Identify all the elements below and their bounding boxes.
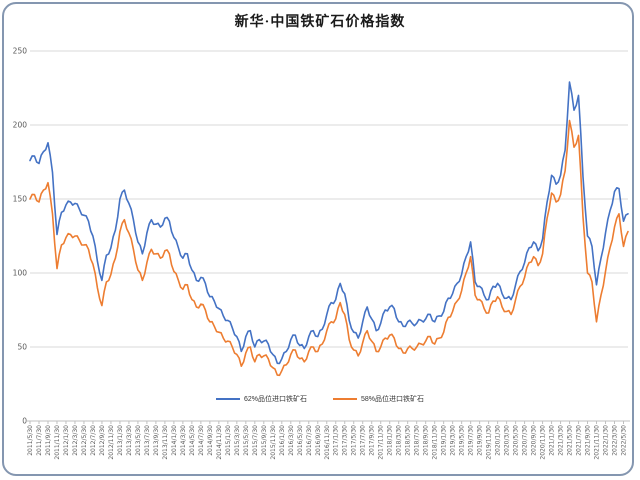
x-tick-label: 2017/9/30	[369, 425, 376, 456]
x-tick-label: 2018/11/30	[432, 425, 439, 460]
x-tick-label: 2016/9/30	[315, 425, 322, 456]
legend-item-58[interactable]: 58%品位进口铁矿石	[333, 394, 424, 404]
x-tick-label: 2017/11/30	[378, 425, 385, 460]
x-tick-label: 2014/9/30	[207, 425, 214, 456]
x-tick-label: 2019/7/30	[468, 425, 475, 456]
x-tick-label: 2022/5/30	[621, 425, 628, 456]
x-tick-label: 2017/5/30	[351, 425, 358, 456]
x-tick-label: 2012/11/30	[108, 425, 115, 460]
x-tick-label: 2021/9/30	[585, 425, 592, 456]
x-tick-label: 2014/11/30	[216, 425, 223, 460]
series-line-58	[29, 119, 629, 377]
x-tick-label: 2020/9/30	[531, 425, 538, 456]
x-tick-label: 2013/9/30	[153, 425, 160, 456]
x-tick-label: 2018/9/30	[423, 425, 430, 456]
x-tick-label: 2014/3/30	[180, 425, 187, 456]
x-tick-label: 2020/1/30	[495, 425, 502, 456]
x-tick-label: 2019/5/30	[459, 425, 466, 456]
x-tick-label: 2012/7/30	[90, 425, 97, 456]
x-tick-label: 2022/3/30	[612, 425, 619, 456]
x-tick-label: 2016/11/30	[324, 425, 331, 460]
x-tick-label: 2016/1/30	[279, 425, 286, 456]
x-tick-label: 2022/1/30	[603, 425, 610, 456]
x-tick-label: 2011/11/30	[54, 425, 61, 460]
x-tick-label: 2015/9/30	[261, 425, 268, 456]
x-tick-label: 2013/5/30	[135, 425, 142, 456]
x-tick-label: 2015/11/30	[270, 425, 277, 460]
x-tick-label: 2012/9/30	[99, 425, 106, 456]
legend-line-swatch-62	[215, 398, 240, 400]
x-tick-label: 2021/7/30	[576, 425, 583, 456]
x-tick-label: 2014/7/30	[198, 425, 205, 456]
x-tick-label: 2021/1/30	[549, 425, 556, 456]
y-tick-label: 200	[13, 121, 28, 130]
x-tick-label: 2014/5/30	[189, 425, 196, 456]
x-tick-label: 2017/7/30	[360, 425, 367, 456]
x-tick-label: 2018/5/30	[405, 425, 412, 456]
x-tick-label: 2021/3/30	[558, 425, 565, 456]
x-tick-label: 2012/3/30	[72, 425, 79, 456]
x-tick-label: 2018/3/30	[396, 425, 403, 456]
x-tick-label: 2015/3/30	[234, 425, 241, 456]
x-tick-label: 2020/5/30	[513, 425, 520, 456]
x-tick-label: 2020/7/30	[522, 425, 529, 456]
chart-title: 新华·中国铁矿石价格指数	[234, 15, 406, 30]
x-tick-label: 2011/9/30	[45, 425, 52, 456]
y-tick-label: 50	[17, 343, 27, 352]
legend-line-swatch-58	[333, 398, 357, 400]
x-tick-label: 2012/1/30	[63, 425, 70, 456]
chart-legend: 62%品位进口铁矿石 58%品位进口铁矿石	[0, 394, 640, 404]
x-tick-label: 2011/7/30	[36, 425, 43, 456]
x-tick-label: 2014/1/30	[171, 425, 178, 456]
x-tick-label: 2021/5/30	[567, 425, 574, 456]
x-tick-label: 2019/3/30	[450, 425, 457, 456]
x-tick-label: 2015/7/30	[252, 425, 259, 456]
y-tick-label: 250	[13, 47, 28, 56]
x-tick-label: 2020/11/30	[540, 425, 547, 460]
x-tick-label: 2021/11/30	[594, 425, 601, 460]
x-tick-label: 2011/5/30	[27, 425, 34, 456]
x-tick-label: 2018/7/30	[414, 425, 421, 456]
x-tick-label: 2020/3/30	[504, 425, 511, 456]
x-tick-label: 2013/1/30	[117, 425, 124, 456]
x-tick-label: 2019/1/30	[441, 425, 448, 456]
x-tick-label: 2017/3/30	[342, 425, 349, 456]
y-tick-label: 0	[22, 417, 27, 426]
x-tick-label: 2019/9/30	[477, 425, 484, 456]
legend-label-58: 58%品位进口铁矿石	[361, 396, 425, 403]
x-tick-label: 2012/5/30	[81, 425, 88, 456]
legend-item-62[interactable]: 62%品位进口铁矿石	[215, 394, 307, 404]
x-tick-label: 2013/3/30	[126, 425, 133, 456]
x-tick-label: 2016/3/30	[288, 425, 295, 456]
x-tick-label: 2016/5/30	[297, 425, 304, 456]
x-tick-label: 2018/1/30	[387, 425, 394, 456]
series-line-62	[29, 81, 629, 365]
x-tick-label: 2019/11/30	[486, 425, 493, 460]
chart-frame	[2, 2, 634, 476]
x-tick-label: 2016/7/30	[306, 425, 313, 456]
x-tick-label: 2017/1/30	[333, 425, 340, 456]
x-tick-label: 2015/5/30	[243, 425, 250, 456]
legend-label-62: 62%品位进口铁矿石	[243, 396, 307, 403]
x-tick-label: 2013/7/30	[144, 425, 151, 456]
x-tick-label: 2013/11/30	[162, 425, 169, 460]
y-tick-label: 100	[13, 269, 28, 278]
y-tick-label: 150	[13, 195, 28, 204]
x-tick-label: 2015/1/30	[225, 425, 232, 456]
